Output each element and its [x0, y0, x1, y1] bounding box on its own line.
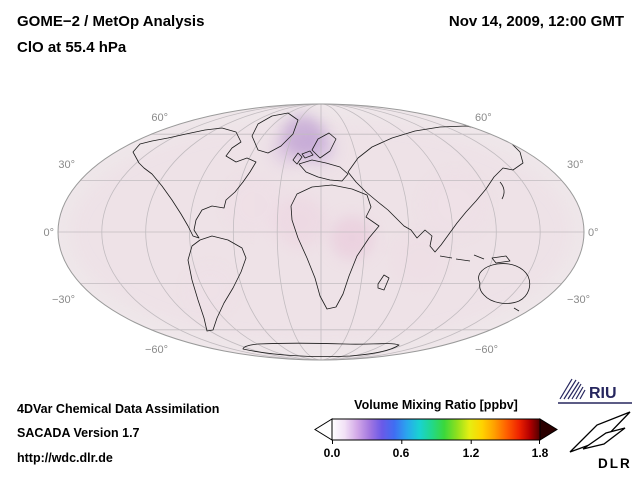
latitude-labels: 60° 30° 0° −30° −60° 60° 30° 0° −30° −60…: [43, 112, 598, 356]
lat-label: −60°: [145, 344, 168, 356]
riu-logo-stripes: [559, 378, 586, 400]
dlr-logo-text: DLR: [598, 456, 632, 471]
dlr-logo: DLR: [569, 411, 632, 471]
colorbar-tick: 1.8: [532, 446, 549, 460]
colorbar-left-arrow: [314, 418, 333, 441]
riu-logo-text: RIU: [589, 385, 617, 402]
lat-label: 60°: [475, 112, 492, 124]
dlr-logo-wing-upper: [569, 411, 631, 453]
riu-logo: RIU: [558, 378, 632, 404]
colorbar-tick-marks: [332, 440, 540, 444]
footer-assimilation-label: 4DVar Chemical Data Assimilation: [17, 402, 220, 416]
colorbar-gradient: [331, 418, 541, 441]
world-map: 60° 30° 0° −30° −60° 60° 30° 0° −30° −60…: [43, 103, 599, 361]
colorbar: Volume Mixing Ratio [ppbv] 0.0 0.6 1.2 1…: [314, 398, 558, 460]
footer-version-label: SACADA Version 1.7: [17, 426, 140, 440]
lat-label: 0°: [43, 227, 54, 239]
colorbar-tick: 1.2: [463, 446, 480, 460]
plot-datetime: Nov 14, 2009, 12:00 GMT: [448, 13, 624, 30]
colorbar-title: Volume Mixing Ratio [ppbv]: [354, 398, 518, 412]
colorbar-right-arrow: [539, 418, 558, 441]
plot-title-line1: GOME−2 / MetOp Analysis: [17, 13, 205, 30]
colorbar-tick-labels: 0.0 0.6 1.2 1.8: [324, 446, 549, 460]
lat-label: −30°: [52, 294, 75, 306]
plot-title-line2: ClO at 55.4 hPa: [17, 39, 127, 56]
lat-label: 0°: [588, 227, 599, 239]
lat-label: −60°: [475, 344, 498, 356]
dlr-logo-wing-lower: [582, 427, 626, 450]
lat-label: 30°: [567, 159, 584, 171]
footer-url: http://wdc.dlr.de: [17, 451, 113, 465]
lat-label: 30°: [58, 159, 75, 171]
colorbar-tick: 0.6: [393, 446, 410, 460]
continent-outlines: [132, 112, 555, 358]
lat-label: −30°: [567, 294, 590, 306]
lat-label: 60°: [151, 112, 168, 124]
colorbar-tick: 0.0: [324, 446, 341, 460]
globe-outline: [57, 103, 585, 361]
